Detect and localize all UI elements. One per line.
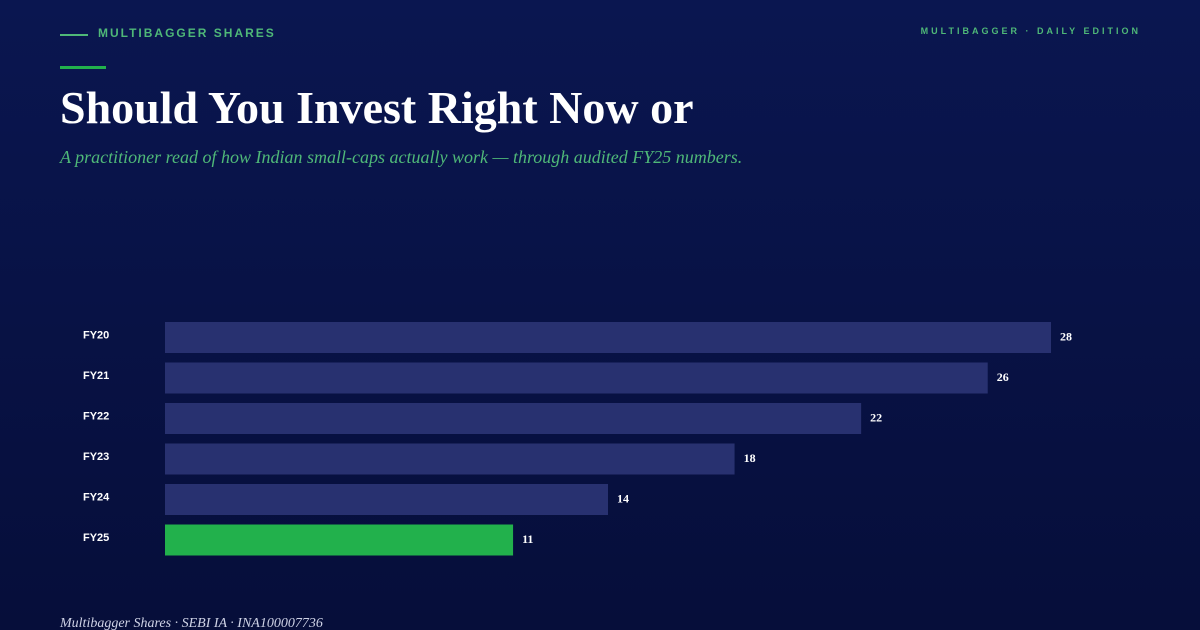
- value-label: 14: [617, 491, 629, 505]
- bar: [165, 443, 735, 475]
- category-label: FY24: [83, 491, 110, 503]
- edition: MULTIBAGGER · DAILY EDITION: [921, 26, 1141, 36]
- title: Should You Invest Right Now or: [60, 82, 694, 133]
- value-label: 22: [870, 410, 882, 424]
- footer: Multibagger Shares · SEBI IA · INA100007…: [59, 616, 323, 630]
- value-label: 11: [522, 532, 533, 546]
- category-label: FY22: [83, 410, 109, 422]
- bar: [165, 362, 988, 394]
- chart: FY20 28 FY21 26 FY22 22 FY23 18 FY24 14 FY25 11: [83, 322, 1072, 556]
- category-label: FY21: [83, 370, 109, 382]
- category-label: FY25: [83, 532, 109, 544]
- value-label: 18: [744, 451, 756, 465]
- subtitle: A practitioner read of how Indian small-…: [59, 147, 742, 167]
- bar: [165, 403, 862, 434]
- bar: [165, 524, 514, 556]
- category-label: FY23: [83, 451, 109, 463]
- bar: [165, 322, 1051, 353]
- value-label: 28: [1060, 329, 1072, 343]
- brand: MULTIBAGGER SHARES: [98, 26, 276, 40]
- value-label: 26: [997, 370, 1009, 384]
- category-label: FY20: [83, 329, 109, 341]
- bar: [165, 484, 608, 515]
- title-rule: [60, 66, 106, 69]
